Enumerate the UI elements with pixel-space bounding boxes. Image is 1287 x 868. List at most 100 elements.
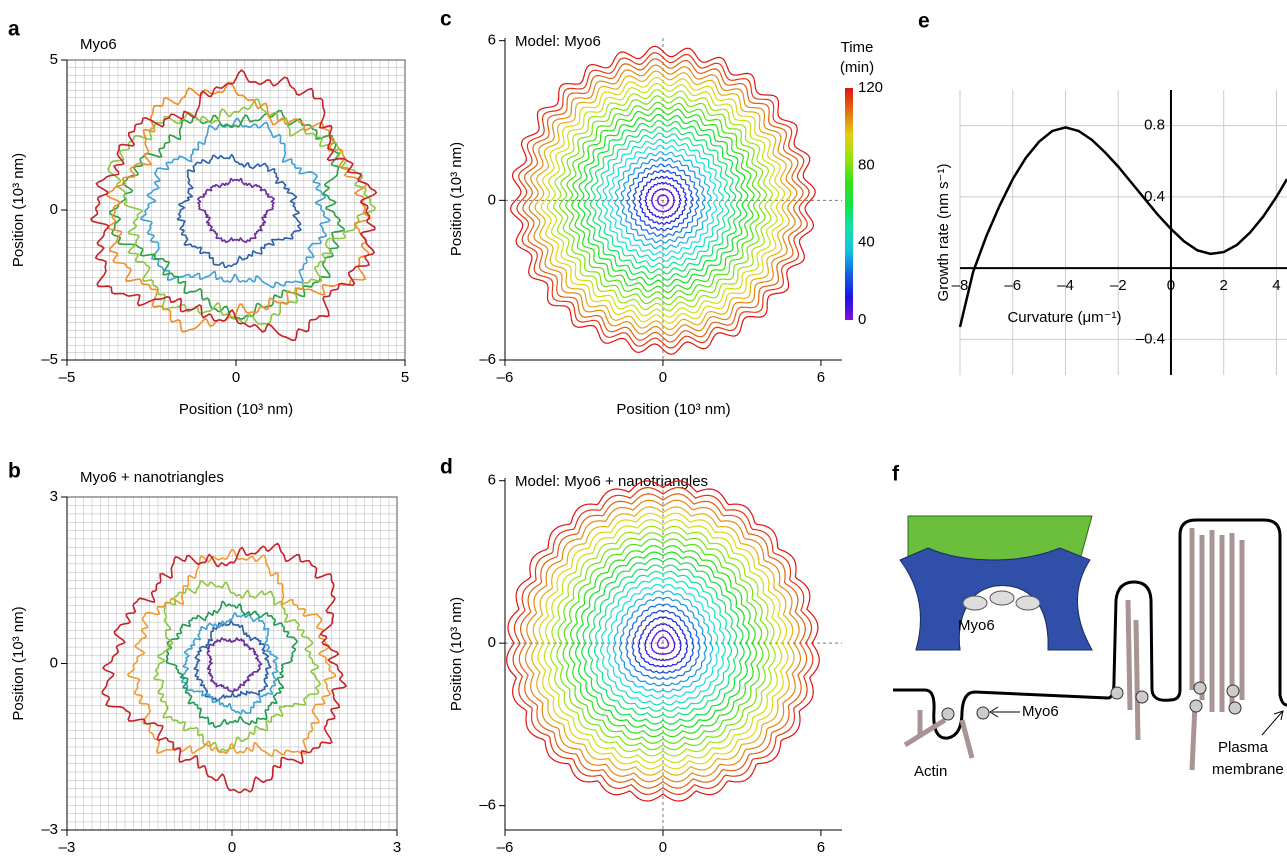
x-tick-label: 6 xyxy=(817,369,825,386)
contour xyxy=(528,64,798,337)
contour xyxy=(107,98,377,326)
contour xyxy=(575,551,751,731)
contour xyxy=(181,612,279,716)
contour xyxy=(543,519,783,764)
x-tick-label: –6 xyxy=(497,369,514,386)
contour xyxy=(509,45,816,355)
y-tick-label: 5 xyxy=(50,51,58,68)
y-tick-label: 0 xyxy=(488,191,496,208)
y-tick-label: 0 xyxy=(50,654,58,671)
contour xyxy=(176,153,302,269)
colorbar-tick-label: 40 xyxy=(858,234,875,251)
x-tick-label: –4 xyxy=(1057,277,1074,294)
contour xyxy=(650,629,676,655)
x-axis-label: Curvature (μm⁻¹) xyxy=(1007,309,1121,326)
x-tick-label: –5 xyxy=(59,369,76,386)
contour xyxy=(606,584,720,699)
myo6-motor xyxy=(989,590,1015,606)
myo6-motor xyxy=(962,595,988,611)
contour xyxy=(558,95,768,306)
y-tick-label: 3 xyxy=(50,488,58,505)
x-axis-label: Position (10³ nm) xyxy=(179,401,293,418)
y-tick-label: 0 xyxy=(488,634,496,651)
myo6-heads xyxy=(941,681,1242,721)
contour xyxy=(631,610,695,674)
x-tick-label: 0 xyxy=(232,369,240,386)
contour xyxy=(656,636,670,650)
contour xyxy=(206,636,263,693)
y-tick-label: 0.4 xyxy=(1144,188,1165,205)
contour xyxy=(139,117,331,289)
contour xyxy=(565,101,761,300)
panel-letter: f xyxy=(892,463,900,486)
colorbar-tick-label: 120 xyxy=(858,79,883,96)
panel-letter: e xyxy=(918,10,930,33)
panel-title: Myo6 xyxy=(80,36,117,53)
x-tick-label: 4 xyxy=(1272,277,1280,294)
actin-filaments xyxy=(903,528,1245,771)
arrow xyxy=(989,706,1020,718)
contour xyxy=(612,590,714,693)
contour xyxy=(568,545,758,738)
contour xyxy=(637,616,689,668)
panel-letter: b xyxy=(8,460,21,483)
x-tick-label: 0 xyxy=(659,839,667,856)
colorbar-label: Time xyxy=(841,39,874,56)
contour xyxy=(618,596,707,687)
contour xyxy=(577,113,749,287)
contour xyxy=(556,532,770,751)
contour xyxy=(546,82,780,318)
x-tick-label: –6 xyxy=(497,839,514,856)
inset-cup xyxy=(899,547,1093,651)
contour xyxy=(193,619,272,702)
y-tick-label: –6 xyxy=(479,351,496,368)
label: Plasma xyxy=(1218,739,1269,756)
contour xyxy=(552,89,773,312)
contour xyxy=(540,76,786,324)
contour xyxy=(589,126,737,275)
contour xyxy=(512,486,814,796)
contour xyxy=(581,557,745,725)
contour xyxy=(587,564,739,719)
y-tick-label: –3 xyxy=(41,821,58,838)
x-axis-label: Position (10³ nm) xyxy=(616,401,730,418)
contour xyxy=(614,151,712,250)
label: Actin xyxy=(914,763,947,780)
x-tick-label: 2 xyxy=(1220,277,1228,294)
y-tick-label: 0.8 xyxy=(1144,117,1165,134)
contour xyxy=(650,188,675,213)
contour xyxy=(550,525,776,757)
contour xyxy=(524,499,802,783)
label: Myo6 xyxy=(958,617,995,634)
myo6-motor xyxy=(1015,595,1041,611)
x-tick-label: –8 xyxy=(952,277,969,294)
y-tick-label: –5 xyxy=(41,351,58,368)
contour xyxy=(534,70,792,331)
contour xyxy=(620,157,706,244)
x-tick-label: –2 xyxy=(1110,277,1127,294)
line xyxy=(958,126,1287,328)
contour xyxy=(656,194,669,207)
contour xyxy=(516,52,810,349)
contour xyxy=(537,512,789,770)
contour xyxy=(626,163,700,238)
x-tick-label: 5 xyxy=(401,369,409,386)
contour xyxy=(126,548,337,757)
y-tick-label: 6 xyxy=(488,472,496,489)
contour xyxy=(607,144,719,256)
contour xyxy=(583,119,743,281)
contour xyxy=(625,603,701,680)
y-tick-label: –0.4 xyxy=(1136,330,1165,347)
y-tick-label: –6 xyxy=(479,797,496,814)
y-axis-label: Position (10³ nm) xyxy=(448,142,465,256)
panel-title: Myo6 + nanotriangles xyxy=(80,469,224,486)
x-tick-label: 0 xyxy=(228,839,236,856)
y-axis-label: Position (10³ nm) xyxy=(448,597,465,711)
x-tick-label: 0 xyxy=(659,369,667,386)
panel-letter: a xyxy=(8,18,20,41)
y-axis-label: Position (10³ nm) xyxy=(10,153,27,267)
y-tick-label: 6 xyxy=(488,32,496,49)
contour xyxy=(571,107,755,294)
y-axis-label: Position (10³ nm) xyxy=(10,606,27,720)
contour xyxy=(562,538,764,744)
